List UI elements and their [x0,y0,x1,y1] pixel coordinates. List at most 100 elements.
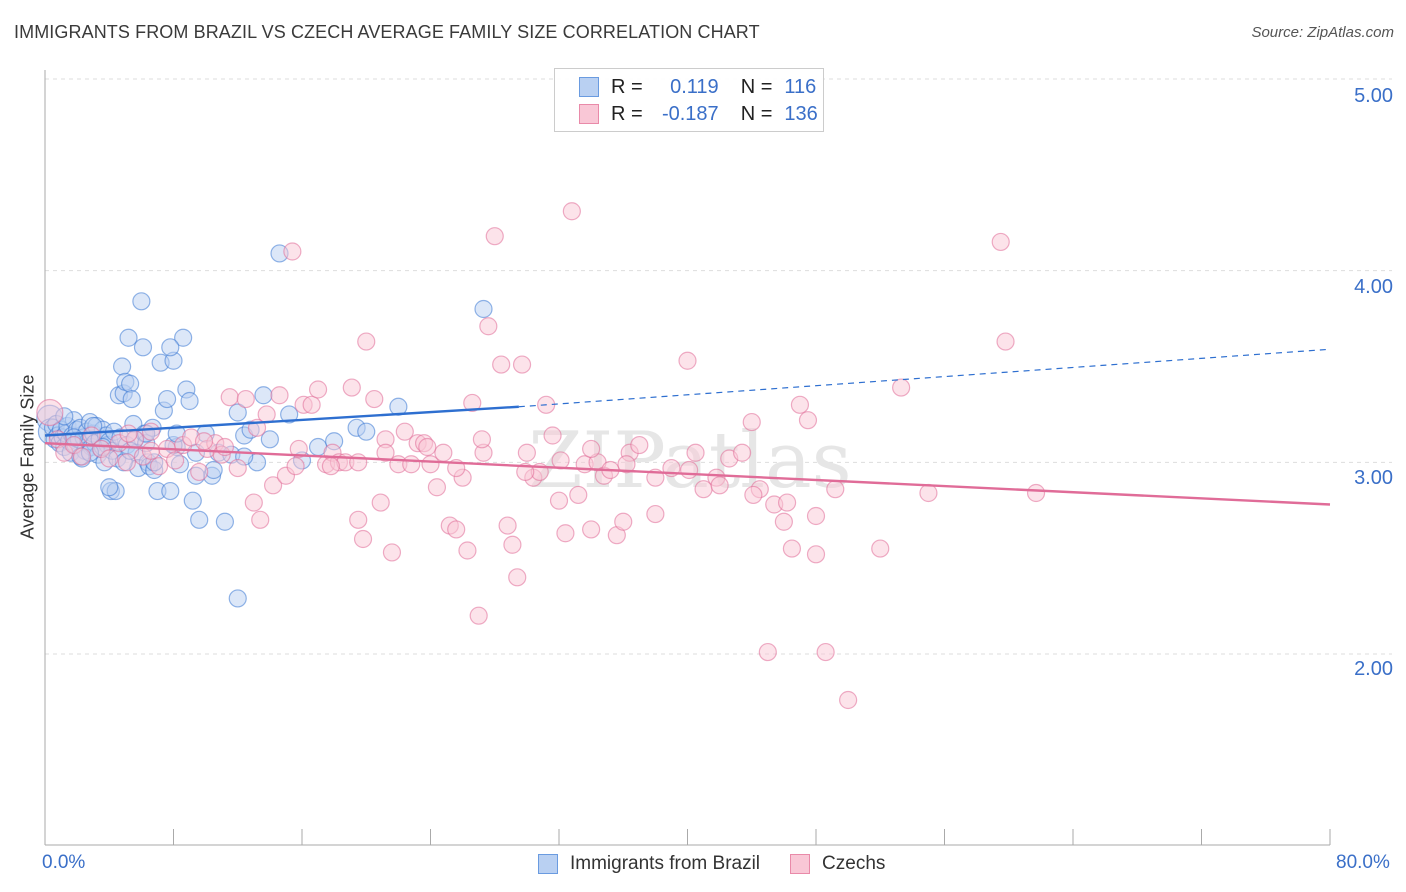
source-note: Source: ZipAtlas.com [1251,24,1394,41]
data-point [582,439,601,459]
data-point [236,389,255,409]
data-point [617,455,636,474]
data-point [244,493,263,512]
legend-swatch-czech [790,854,811,874]
data-point [263,476,283,495]
data-point [839,690,858,710]
n-label: N = [740,103,773,125]
trend-line-brazil-extension [518,348,1331,408]
data-point [289,439,308,459]
data-point [503,535,522,554]
data-point [479,317,498,336]
data-point [180,391,199,411]
data-point [516,462,535,482]
legend-row-czech: R = -0.187 N = 136 [555,102,818,126]
data-point [614,512,633,531]
data-point [402,455,421,474]
data-point [816,642,835,662]
data-point [149,457,169,476]
data-point [183,491,202,510]
data-point [342,378,361,397]
data-point [733,443,752,462]
data-point [357,422,376,441]
data-point [871,539,890,558]
legend-label-czech: Czechs [822,853,886,874]
data-point [132,292,151,311]
y-tick-label: 3.00 [1354,467,1393,489]
data-point [556,524,575,543]
data-point [678,351,697,370]
n-label: N = [740,76,773,98]
series-legend: Immigrants from Brazil Czechs [538,851,915,877]
y-tick-label: 4.00 [1354,276,1393,298]
data-point [228,589,247,608]
chart-title: IMMIGRANTS FROM BRAZIL VS CZECH AVERAGE … [14,22,760,42]
data-point [161,338,180,357]
data-point [485,227,504,246]
n-value: 136 [784,103,818,125]
data-point [582,520,601,539]
data-point [141,441,161,460]
data-point [100,478,119,497]
data-point [630,435,649,455]
axes [44,70,1331,846]
data-point [190,510,209,529]
data-point [260,430,279,449]
data-point [474,299,493,319]
stats-legend: R = 0.119 N = 116 R = -0.187 N = 136 [554,68,824,132]
y-tick-label: 2.00 [1354,658,1393,680]
legend-row-brazil: R = 0.119 N = 116 [555,75,816,99]
data-point [1026,483,1046,503]
data-point [119,328,138,347]
legend-item-brazil[interactable]: Immigrants from Brazil [538,853,760,875]
y-tick-label: 5.00 [1354,85,1393,107]
data-point [744,485,763,505]
legend-swatch-brazil [579,77,599,97]
data-point [321,457,341,476]
series-czech-points [36,202,1046,710]
data-point [777,493,797,512]
data-point [427,478,447,497]
data-point [283,242,302,261]
data-point [512,355,532,374]
data-point [919,483,938,503]
data-point [376,443,395,462]
legend-swatch-brazil [538,854,558,874]
trend-line-brazil [44,405,519,437]
legend-item-czech[interactable]: Czechs [790,853,885,875]
data-point [806,506,826,526]
r-label: R = [611,103,643,125]
data-point [117,453,137,472]
data-point [826,480,845,499]
data-point [161,481,180,501]
data-point [395,422,414,441]
data-point [790,395,810,414]
data-point [270,386,289,405]
data-point [166,451,185,470]
data-point [543,426,562,445]
data-point [174,328,193,347]
data-point [157,389,177,409]
data-point [286,457,305,476]
data-point [686,443,705,462]
data-point [100,449,119,468]
data-point [220,388,239,407]
data-point [798,411,818,430]
data-point [421,455,440,474]
data-point [357,332,376,351]
data-point [72,447,92,466]
data-point [215,512,234,531]
data-point [892,378,911,397]
data-point [742,412,761,432]
data-point [758,642,777,662]
data-point [463,393,482,413]
data-point [434,443,453,462]
data-point [251,510,270,529]
gridlines [45,78,1392,655]
data-point [308,380,328,399]
data-point [782,539,802,558]
data-point [447,520,466,539]
trend-lines [44,348,1331,506]
trend-line-czech [44,441,1331,506]
